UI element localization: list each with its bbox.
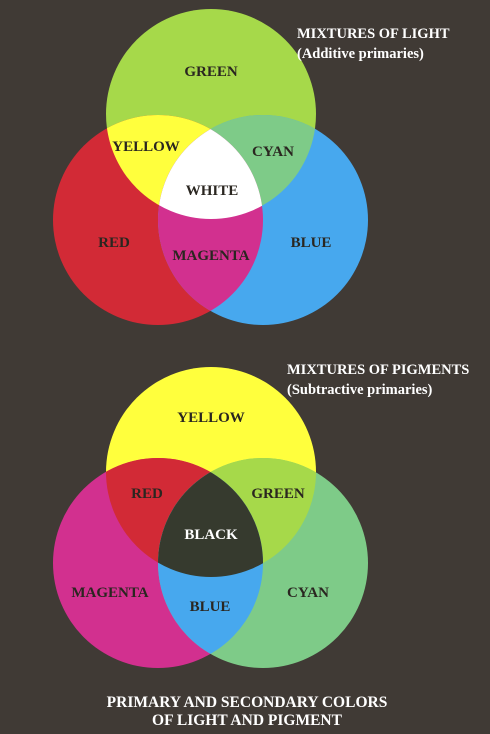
pigment-label-top-left: RED bbox=[131, 486, 163, 502]
caption-line-2: OF LIGHT AND PIGMENT bbox=[152, 712, 343, 729]
light-label-top: GREEN bbox=[184, 64, 238, 80]
light-label-bottom: MAGENTA bbox=[172, 248, 249, 264]
light-label-right: BLUE bbox=[291, 235, 332, 251]
pigment-label-center: BLACK bbox=[184, 527, 238, 543]
subtractive-venn: YELLOW RED GREEN BLACK MAGENTA CYAN BLUE… bbox=[53, 362, 469, 668]
additive-venn: GREEN YELLOW CYAN WHITE RED BLUE MAGENTA… bbox=[53, 9, 450, 325]
light-title: MIXTURES OF LIGHT bbox=[297, 26, 450, 42]
pigment-label-left: MAGENTA bbox=[71, 585, 148, 601]
light-subtitle: (Additive primaries) bbox=[297, 46, 424, 62]
pigment-label-bottom: BLUE bbox=[190, 599, 231, 615]
light-label-top-right: CYAN bbox=[252, 144, 294, 160]
pigment-subtitle: (Subtractive primaries) bbox=[287, 382, 433, 398]
pigment-label-right: CYAN bbox=[287, 585, 329, 601]
light-label-top-left: YELLOW bbox=[112, 139, 180, 155]
light-label-center: WHITE bbox=[186, 183, 239, 199]
light-label-left: RED bbox=[98, 235, 130, 251]
pigment-label-top: YELLOW bbox=[177, 410, 245, 426]
pigment-title: MIXTURES OF PIGMENTS bbox=[287, 362, 469, 378]
pigment-label-top-right: GREEN bbox=[251, 486, 305, 502]
caption-line-1: PRIMARY AND SECONDARY COLORS bbox=[107, 694, 388, 711]
